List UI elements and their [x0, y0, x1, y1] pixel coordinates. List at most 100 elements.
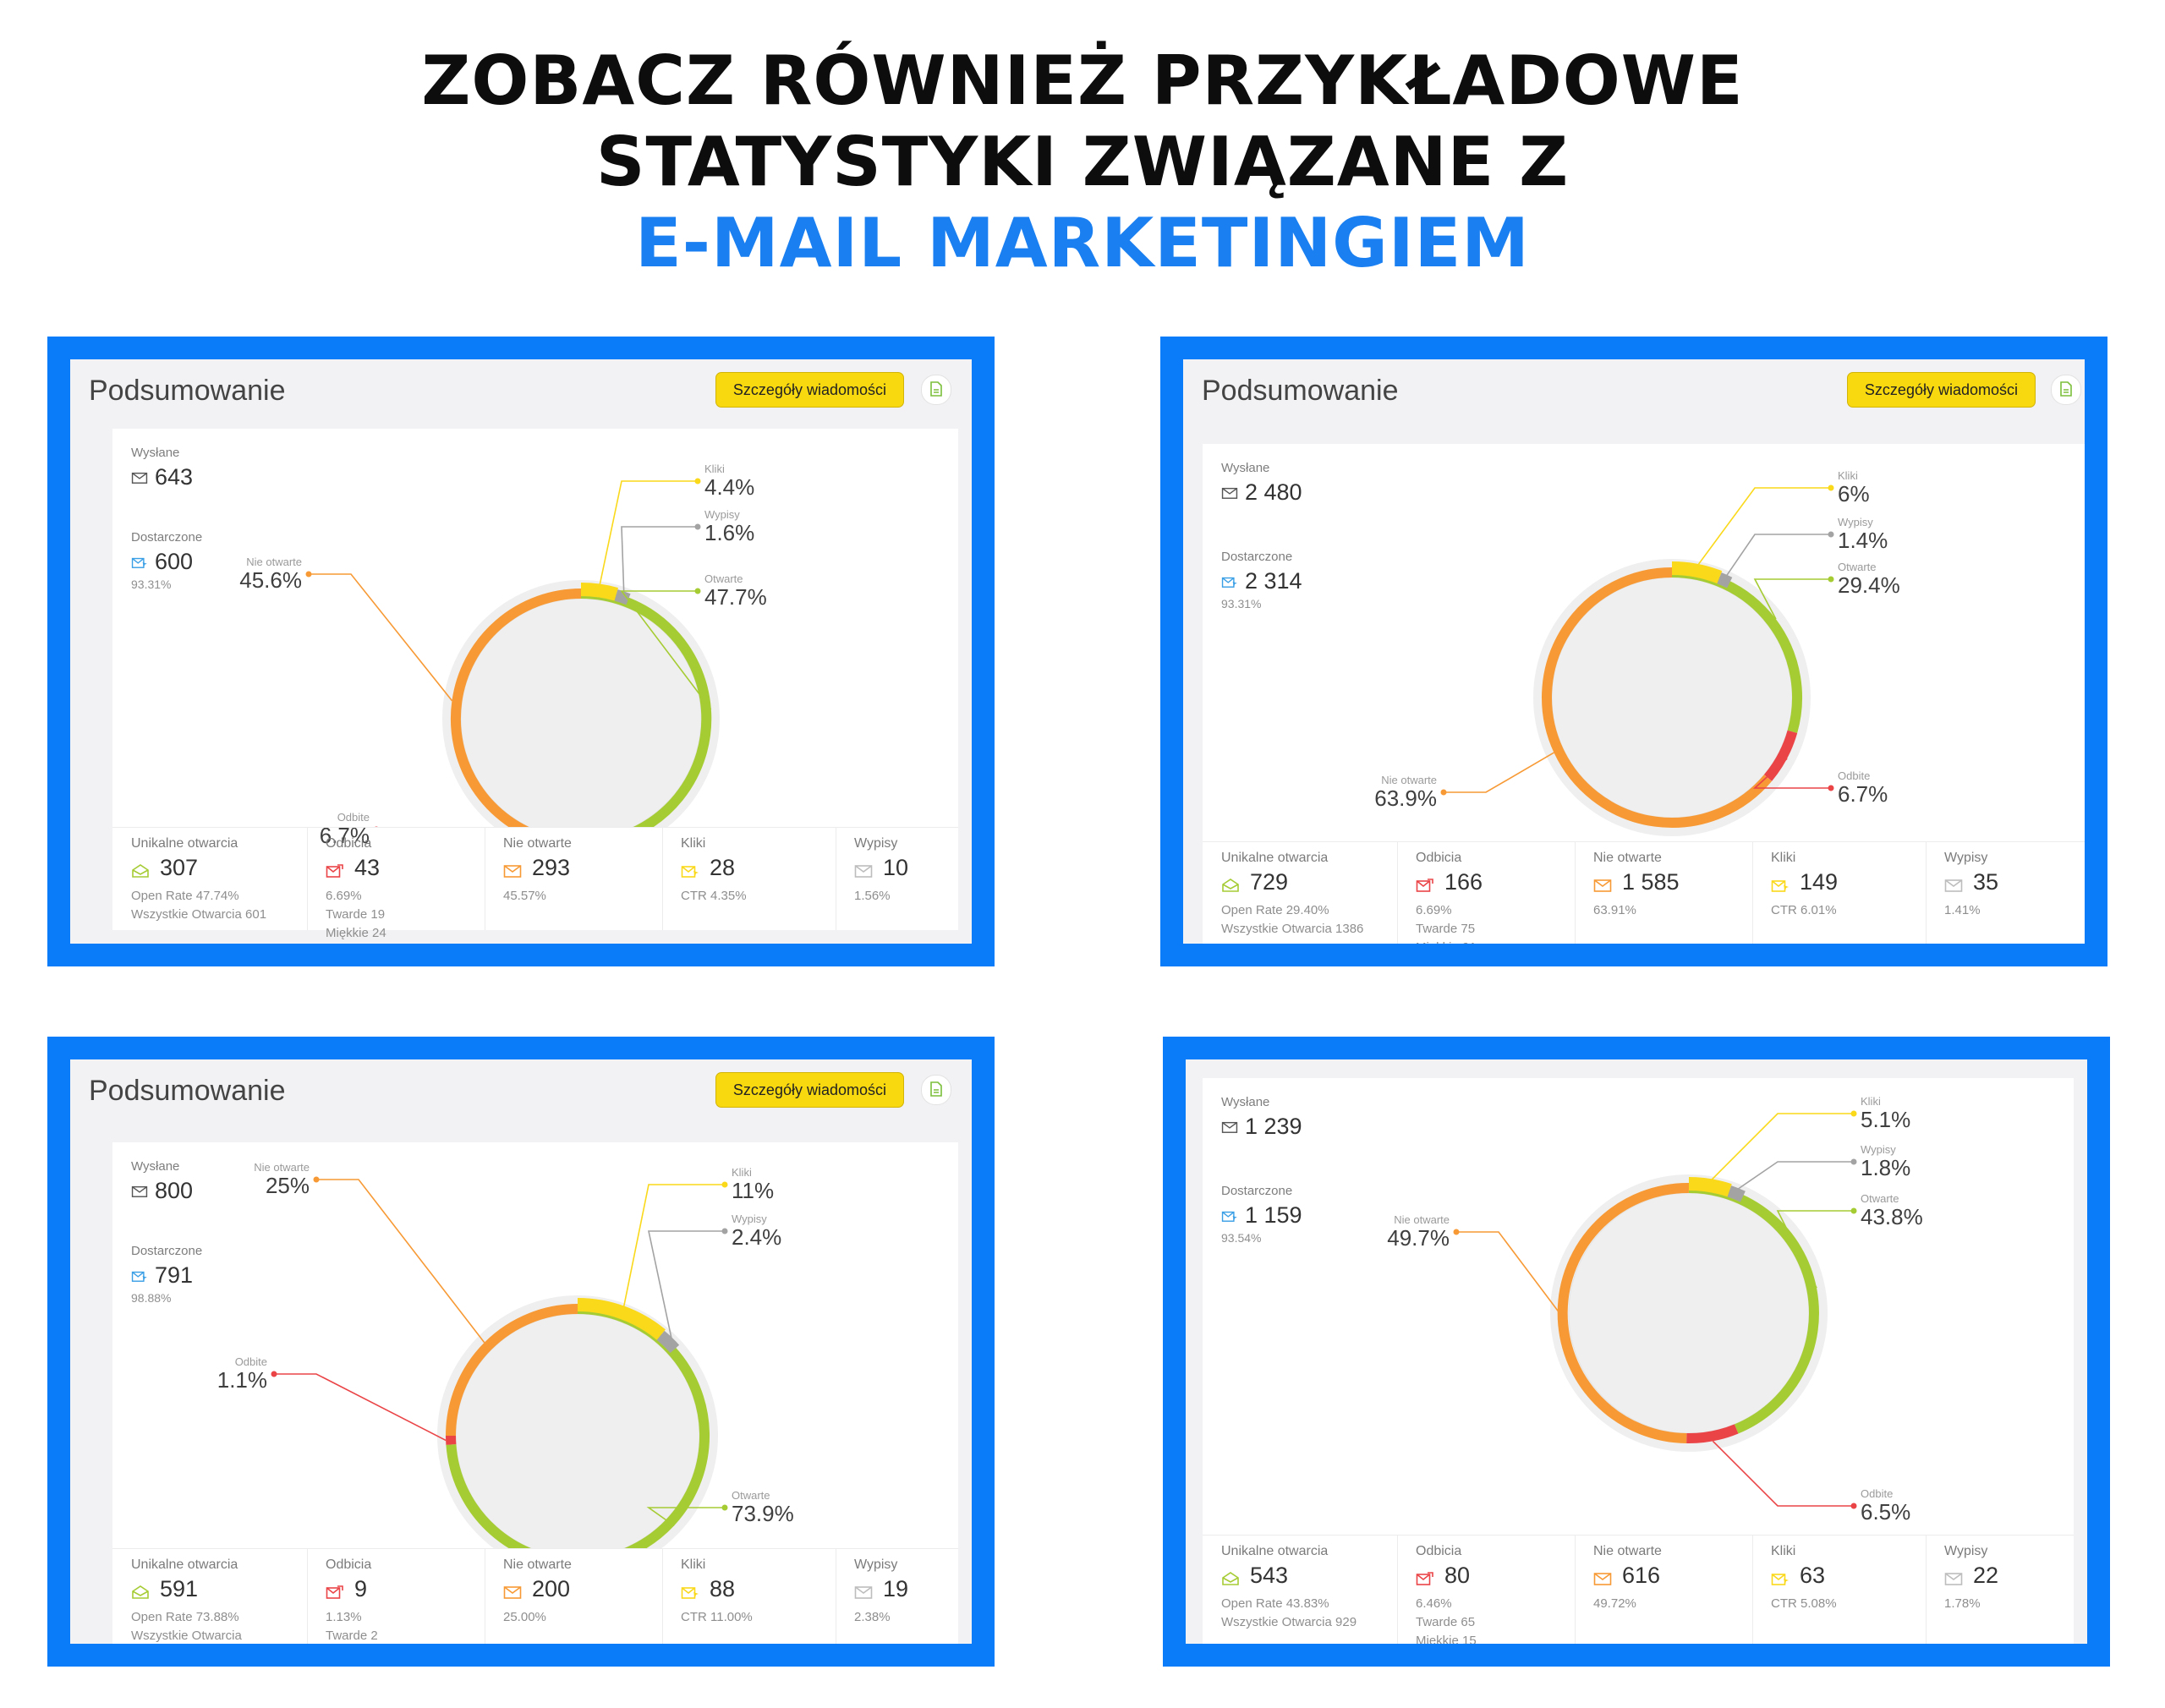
unsubscribe-icon [854, 863, 873, 879]
stat-detail: Wszystkie Otwarcia 601 [131, 907, 267, 922]
bounced-leader-dot [1828, 785, 1834, 791]
stat-value: 543 [1250, 1563, 1289, 1588]
message-details-button[interactable]: Szczegóły wiadomości [715, 1072, 904, 1108]
summary-panel: Podsumowanie Szczegóły wiadomości Wysłane 8… [47, 1037, 995, 1667]
opened-legend-label: Otwarte [1838, 561, 1877, 573]
opened-legend-label: Otwarte [732, 1489, 770, 1502]
donut-chart [1453, 1110, 1857, 1509]
envelope-open-icon [131, 863, 150, 879]
stat-value: 149 [1800, 869, 1839, 895]
bounced-leader-line [1752, 758, 1831, 789]
stats-footer: Unikalne otwarcia 307 Open Rate 47.74% Wszy… [112, 827, 958, 940]
unsubscribed-leader-line [1737, 1161, 1854, 1190]
clicks-segment [1671, 561, 1723, 584]
bounce-icon [1416, 1571, 1434, 1586]
donut-center [1568, 1192, 1810, 1434]
stat-column: Wypisy 10 1.56% [836, 828, 958, 930]
sent-value: 2 480 [1245, 479, 1302, 505]
opened-leader-dot [1828, 576, 1834, 583]
stat-label: Kliki [1771, 1544, 1796, 1558]
opened-legend-value: 73.9% [732, 1501, 794, 1526]
stat-value: 19 [883, 1576, 909, 1601]
unsubscribed-leader-dot [1828, 531, 1834, 538]
message-details-button[interactable]: Szczegóły wiadomości [1846, 372, 2036, 408]
stat-detail: 6.46% [1416, 1596, 1452, 1611]
unsubscribed-legend-value: 1.4% [1838, 528, 1888, 553]
stat-column: Kliki 149 CTR 6.01% [1752, 842, 1927, 944]
opened-legend-value: 47.7% [704, 584, 767, 610]
stat-column: Kliki 63 CTR 5.08% [1752, 1536, 1927, 1644]
delivered-chart-icon [1221, 575, 1238, 588]
clicks-segment [577, 1298, 666, 1340]
export-document-icon[interactable] [2051, 375, 2081, 405]
unsubscribed-legend-label: Wypisy [704, 508, 740, 521]
message-details-button[interactable]: Szczegóły wiadomości [715, 372, 904, 408]
unsubscribed-leader-line [1725, 534, 1831, 577]
summary-card: Wysłane 2 480 Dostarczone 2 314 93.31% Kliki 6… [1203, 444, 2085, 944]
unopened-legend-value: 25% [265, 1173, 310, 1198]
inbox-icon [131, 1185, 148, 1198]
headline-line-1: ZOBACZ RÓWNIEŻ PRZYKŁADOWE [421, 41, 1744, 120]
opened-leader-line [1753, 578, 1831, 620]
stat-detail: Wszystkie Otwarcia [131, 1629, 242, 1643]
clicks-leader-line [1696, 487, 1831, 567]
opened-leader-dot [694, 588, 701, 594]
bounce-icon [326, 1585, 344, 1600]
stat-label: Unikalne otwarcia [1221, 1544, 1329, 1558]
unsubscribed-legend-label: Wypisy [1838, 516, 1873, 528]
unopened-legend-label: Nie otwarte [1381, 774, 1437, 786]
bounced-legend-value: 6.5% [1861, 1499, 1911, 1525]
stat-column: Kliki 28 CTR 4.35% [662, 828, 836, 930]
stat-value: 729 [1250, 869, 1289, 895]
opened-segment [580, 588, 712, 827]
unsubscribed-leader-dot [721, 1228, 728, 1234]
clicks-legend-value: 4.4% [704, 474, 755, 500]
unsubscribed-legend-label: Wypisy [1861, 1143, 1896, 1156]
stat-detail: Miękkie 7 [326, 1647, 380, 1661]
stat-label: Wypisy [1944, 851, 1988, 865]
click-icon [1771, 878, 1790, 893]
unopened-leader-line [316, 1179, 485, 1344]
clicks-legend-value: 5.1% [1861, 1107, 1911, 1132]
unopened-leader-line [1456, 1231, 1559, 1312]
stat-label: Kliki [1771, 851, 1796, 865]
export-document-icon[interactable] [921, 375, 951, 405]
stat-value: 43 [354, 855, 381, 880]
delivered-percent: 93.31% [131, 578, 172, 591]
sent-label: Wysłane [1221, 1095, 1270, 1109]
stat-value: 28 [710, 855, 736, 880]
envelope-closed-icon [1593, 878, 1612, 893]
stat-label: Wypisy [854, 836, 898, 851]
stat-label: Nie otwarte [503, 836, 572, 851]
stat-value: 63 [1800, 1563, 1826, 1588]
panel-header: Podsumowanie Szczegóły wiadomości [70, 359, 972, 422]
unsubscribed-leader-line [648, 1230, 725, 1338]
delivered-label: Dostarczone [131, 1244, 203, 1258]
stat-value: 166 [1444, 869, 1483, 895]
panel-title: Podsumowanie [1202, 375, 1399, 407]
clicks-legend-label: Kliki [704, 463, 725, 475]
panel-header: Podsumowanie Szczegóły wiadomości [70, 1059, 972, 1122]
click-icon [1771, 1571, 1790, 1586]
unsubscribed-legend-value: 2.4% [732, 1224, 782, 1250]
clicks-leader-dot [721, 1181, 728, 1188]
stat-detail: Miękkie 15 [1416, 1634, 1477, 1648]
clicks-leader-line [1709, 1113, 1854, 1182]
unopened-legend-value: 45.6% [239, 567, 302, 593]
bounced-legend-label: Odbite [234, 1355, 267, 1368]
donut-center [455, 1313, 700, 1548]
stat-detail: CTR 5.08% [1771, 1596, 1837, 1611]
bounced-leader-dot [1850, 1503, 1857, 1509]
opened-legend-value: 29.4% [1838, 572, 1900, 598]
stat-detail: CTR 6.01% [1771, 903, 1837, 917]
export-document-icon[interactable] [921, 1075, 951, 1105]
unopened-leader-line [309, 573, 453, 702]
inbox-icon [1221, 1120, 1238, 1134]
sent-value: 643 [155, 464, 194, 490]
summary-card: Wysłane 643 Dostarczone 600 93.31% Kliki 4.4% W… [112, 429, 958, 940]
envelope-open-icon [131, 1585, 150, 1600]
stat-detail: Wszystkie Otwarcia 929 [1221, 1615, 1357, 1629]
clicks-legend-label: Kliki [732, 1166, 752, 1179]
donut-center [1551, 577, 1793, 818]
bounced-leader-line [274, 1373, 447, 1442]
